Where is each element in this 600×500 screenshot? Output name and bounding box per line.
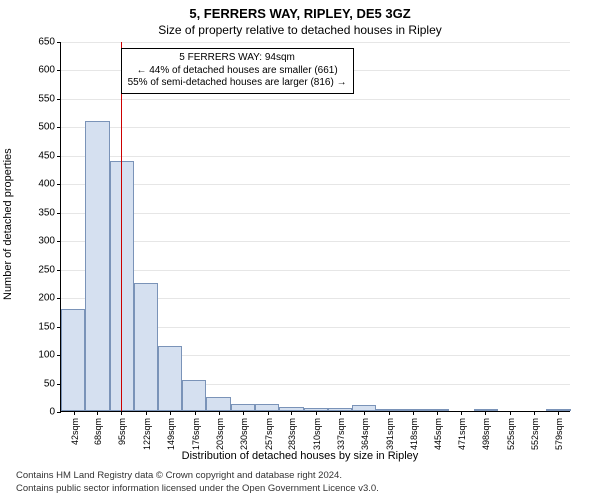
xtick-label: 364sqm: [358, 418, 370, 450]
xtick-mark: [219, 411, 220, 415]
xtick-mark: [510, 411, 511, 415]
gridline: [61, 241, 570, 242]
annotation-line: 55% of semi-detached houses are larger (…: [128, 77, 347, 90]
xtick-label: 68sqm: [91, 418, 103, 445]
histogram-bar: [110, 161, 134, 411]
xtick-mark: [146, 411, 147, 415]
xtick-mark: [268, 411, 269, 415]
xtick-mark: [121, 411, 122, 415]
xtick-label: 552sqm: [528, 418, 540, 450]
ytick-label: 450: [38, 150, 61, 161]
xtick-label: 498sqm: [479, 418, 491, 450]
plot-region: 0501001502002503003504004505005506006504…: [60, 42, 570, 412]
gridline: [61, 270, 570, 271]
histogram-bar: [231, 404, 255, 411]
xtick-label: 95sqm: [115, 418, 127, 445]
xtick-mark: [97, 411, 98, 415]
ytick-label: 650: [38, 37, 61, 48]
xtick-mark: [389, 411, 390, 415]
ytick-label: 550: [38, 93, 61, 104]
xtick-label: 283sqm: [285, 418, 297, 450]
footer-copyright-1: Contains HM Land Registry data © Crown c…: [16, 470, 342, 481]
y-axis-label: Number of detached properties: [2, 148, 14, 300]
xtick-mark: [291, 411, 292, 415]
xtick-mark: [74, 411, 75, 415]
ytick-label: 50: [44, 378, 61, 389]
histogram-bar: [206, 397, 230, 411]
gridline: [61, 213, 570, 214]
chart-title-sub: Size of property relative to detached ho…: [0, 21, 600, 37]
xtick-mark: [170, 411, 171, 415]
xtick-label: 579sqm: [552, 418, 564, 450]
xtick-label: 391sqm: [383, 418, 395, 450]
xtick-label: 203sqm: [213, 418, 225, 450]
xtick-label: 310sqm: [310, 418, 322, 450]
xtick-label: 257sqm: [262, 418, 274, 450]
ytick-label: 350: [38, 207, 61, 218]
xtick-mark: [316, 411, 317, 415]
footer-copyright-2: Contains public sector information licen…: [16, 483, 379, 494]
annotation-line: 5 FERRERS WAY: 94sqm: [128, 52, 347, 65]
xtick-label: 445sqm: [431, 418, 443, 450]
ytick-label: 100: [38, 350, 61, 361]
xtick-label: 122sqm: [140, 418, 152, 450]
xtick-label: 176sqm: [189, 418, 201, 450]
histogram-bar: [255, 404, 279, 411]
annotation-box: 5 FERRERS WAY: 94sqm← 44% of detached ho…: [121, 48, 354, 94]
histogram-bar: [85, 121, 109, 411]
histogram-bar: [182, 380, 206, 411]
ytick-label: 300: [38, 236, 61, 247]
histogram-bar: [61, 309, 85, 411]
reference-line: [121, 42, 122, 411]
xtick-mark: [437, 411, 438, 415]
ytick-label: 400: [38, 179, 61, 190]
annotation-line: ← 44% of detached houses are smaller (66…: [128, 65, 347, 78]
xtick-mark: [364, 411, 365, 415]
chart-plot-area: 0501001502002503003504004505005506006504…: [60, 42, 570, 412]
xtick-label: 471sqm: [455, 418, 467, 450]
histogram-bar: [134, 283, 157, 411]
xtick-mark: [195, 411, 196, 415]
xtick-label: 42sqm: [68, 418, 80, 445]
xtick-label: 149sqm: [164, 418, 176, 450]
xtick-label: 337sqm: [334, 418, 346, 450]
xtick-mark: [243, 411, 244, 415]
gridline: [61, 156, 570, 157]
xtick-mark: [413, 411, 414, 415]
gridline: [61, 127, 570, 128]
ytick-label: 500: [38, 122, 61, 133]
xtick-label: 230sqm: [237, 418, 249, 450]
xtick-label: 418sqm: [407, 418, 419, 450]
gridline: [61, 184, 570, 185]
xtick-mark: [485, 411, 486, 415]
gridline: [61, 42, 570, 43]
xtick-mark: [461, 411, 462, 415]
ytick-label: 600: [38, 65, 61, 76]
x-axis-label: Distribution of detached houses by size …: [0, 450, 600, 462]
ytick-label: 150: [38, 321, 61, 332]
xtick-mark: [534, 411, 535, 415]
xtick-mark: [558, 411, 559, 415]
chart-title-main: 5, FERRERS WAY, RIPLEY, DE5 3GZ: [0, 0, 600, 21]
xtick-mark: [340, 411, 341, 415]
ytick-label: 0: [49, 407, 61, 418]
ytick-label: 250: [38, 264, 61, 275]
xtick-label: 525sqm: [504, 418, 516, 450]
histogram-bar: [158, 346, 182, 411]
gridline: [61, 99, 570, 100]
ytick-label: 200: [38, 293, 61, 304]
